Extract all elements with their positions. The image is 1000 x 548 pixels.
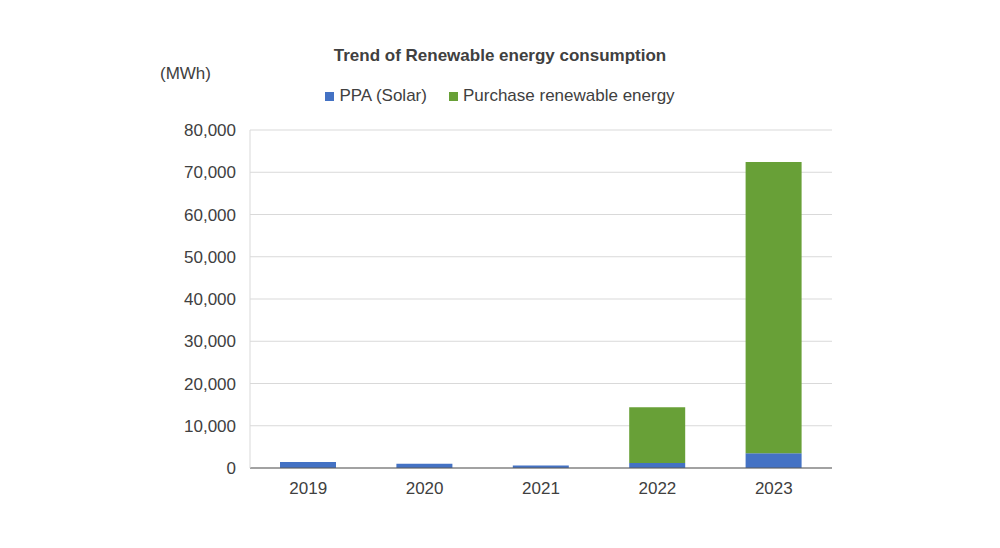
html-text:(MWh): (MWh) xyxy=(160,64,211,83)
svg-text:30,000: 30,000 xyxy=(184,332,236,351)
svg-text:2022: 2022 xyxy=(638,479,676,498)
svg-text:0: 0 xyxy=(227,459,236,478)
svg-text:10,000: 10,000 xyxy=(184,417,236,436)
svg-text:2021: 2021 xyxy=(522,479,560,498)
svg-text:2019: 2019 xyxy=(289,479,327,498)
html-text:Purchase renewable energy: Purchase renewable energy xyxy=(462,86,675,105)
svg-text:40,000: 40,000 xyxy=(184,290,236,309)
html-text:PPA (Solar): PPA (Solar) xyxy=(339,86,427,105)
svg-text:70,000: 70,000 xyxy=(184,163,236,182)
svg-text:2023: 2023 xyxy=(755,479,793,498)
svg-text:2020: 2020 xyxy=(406,479,444,498)
html-text:Trend of Renewable energy cons: Trend of Renewable energy consumption xyxy=(333,46,667,65)
svg-text:60,000: 60,000 xyxy=(184,206,236,225)
svg-text:20,000: 20,000 xyxy=(184,375,236,394)
svg-text:80,000: 80,000 xyxy=(184,121,236,140)
svg-text:50,000: 50,000 xyxy=(184,248,236,267)
